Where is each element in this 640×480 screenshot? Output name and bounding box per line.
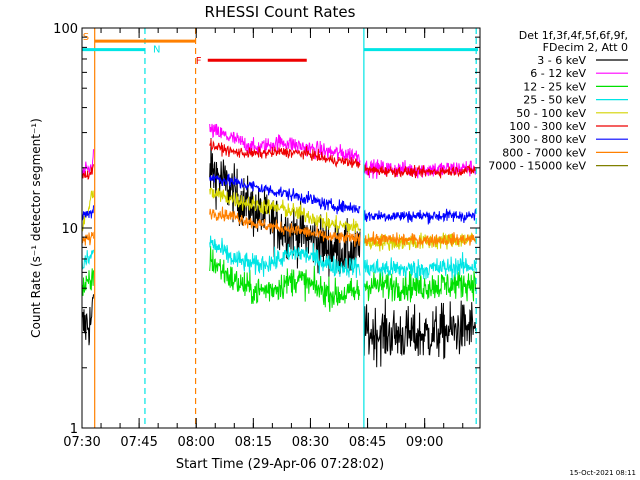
series-line-8-c xyxy=(363,231,477,248)
series-line-8-b xyxy=(209,206,361,247)
series-line-4-b xyxy=(209,235,361,279)
series-line-6-a xyxy=(82,164,94,180)
chart-title: RHESSI Count Rates xyxy=(205,3,356,21)
series-line-7-c xyxy=(363,208,477,225)
series-line-6-b xyxy=(209,138,361,169)
y-tick-label: 100 xyxy=(53,22,78,37)
series-line-5-b xyxy=(209,187,361,234)
x-axis-label: Start Time (29-Apr-06 07:28:02) xyxy=(176,457,384,472)
series-line-2-b xyxy=(209,123,361,164)
y-tick-label: 10 xyxy=(61,222,78,237)
y-axis-label: Count Rate (s⁻¹ detector segment⁻¹) xyxy=(29,118,43,338)
x-tick-label: 08:45 xyxy=(349,435,386,450)
series-line-6-c xyxy=(363,164,477,179)
legend-label-2: 6 - 12 keV xyxy=(530,67,586,80)
x-tick-label: 09:00 xyxy=(406,435,443,450)
x-tick-label: 08:30 xyxy=(292,435,329,450)
series-line-1-a xyxy=(82,294,94,346)
series-line-4-c xyxy=(363,252,477,281)
series-line-7-b xyxy=(209,173,361,215)
x-tick-label: 08:15 xyxy=(235,435,272,450)
legend-header-line-1: Det 1f,3f,4f,5f,6f,9f, xyxy=(519,29,628,42)
series-line-7-a xyxy=(82,205,94,222)
interval-label-n: N xyxy=(153,45,160,56)
series-line-8-a xyxy=(82,231,94,246)
x-tick-label: 07:45 xyxy=(120,435,157,450)
legend-label-8: 800 - 7000 keV xyxy=(502,146,586,159)
legend-label-6: 100 - 300 keV xyxy=(509,120,586,133)
series-line-1-c xyxy=(363,298,477,368)
x-tick-label: 07:30 xyxy=(63,435,100,450)
legend-label-7: 300 - 800 keV xyxy=(509,133,586,146)
series-line-3-b xyxy=(209,245,361,312)
x-tick-label: 08:00 xyxy=(177,435,214,450)
legend-label-3: 12 - 25 keV xyxy=(523,80,586,93)
legend-label-1: 3 - 6 keV xyxy=(537,54,586,67)
series-line-4-a xyxy=(82,249,94,270)
legend-label-9: 7000 - 15000 keV xyxy=(488,160,586,173)
footer-timestamp: 15-Oct-2021 08:11 xyxy=(570,469,636,477)
legend: Det 1f,3f,4f,5f,6f,9f, FDecim 2, Att 0 3… xyxy=(488,29,628,173)
series-line-3-a xyxy=(82,268,94,296)
legend-header-line-2: FDecim 2, Att 0 xyxy=(543,41,628,54)
legend-label-5: 50 - 100 keV xyxy=(516,107,586,120)
axes: 1 10 100 07:30 07:45 08:00 08:15 08:30 08:45 09:0… xyxy=(53,22,481,450)
legend-label-4: 25 - 50 keV xyxy=(523,94,586,107)
interval-label-f: F xyxy=(196,56,202,67)
y-tick-label: 1 xyxy=(70,422,78,437)
